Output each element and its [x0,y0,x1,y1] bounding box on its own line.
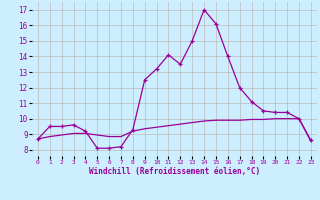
X-axis label: Windchill (Refroidissement éolien,°C): Windchill (Refroidissement éolien,°C) [89,167,260,176]
